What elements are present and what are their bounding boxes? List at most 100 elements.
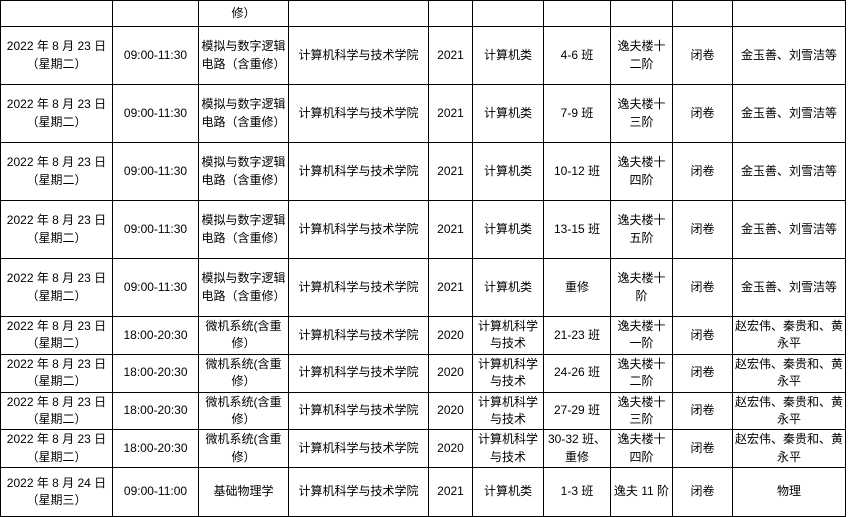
major-text: 计算机类	[483, 47, 532, 62]
cell-grade-year: 2021	[428, 258, 473, 317]
cell-teacher: 赵宏伟、秦贵和、黄永平	[732, 391, 846, 431]
exam-date-text: 2022 年 8 月 23 日（星期二）	[6, 39, 107, 71]
exam-time-text: 18:00-20:30	[123, 441, 188, 456]
major-text: 计算机类	[483, 279, 532, 294]
cell-exam-time: 18:00-20:30	[112, 353, 199, 393]
exam-mode-text: 闭卷	[690, 163, 715, 178]
major-text: 计算机类	[483, 484, 532, 499]
cell-exam-time: 09:00-11:00	[112, 467, 199, 517]
exam-date-text: 2022 年 8 月 23 日（星期二）	[6, 155, 107, 187]
grade-year-text: 2021	[437, 279, 464, 294]
exam-room-text: 逸夫楼十五阶	[617, 213, 666, 245]
exam-mode-text: 闭卷	[690, 365, 715, 380]
cell-course-name: 基础物理学	[198, 467, 289, 517]
table-row: 2022 年 8 月 24 日（星期三） 09:00-11:00 基础物理学 计算机科…	[0, 467, 846, 517]
major-text: 计算机科学与技术	[477, 356, 538, 389]
cell-major: 计算机类	[472, 84, 544, 143]
grade-year-text: 2020	[437, 403, 464, 418]
cell-grade-year: 2021	[428, 467, 473, 517]
cell-teacher: 金玉善、刘雪洁等	[732, 142, 846, 201]
cell-exam-date: 2022 年 8 月 24 日（星期三）	[0, 467, 113, 517]
grade-year-text: 2021	[437, 47, 464, 62]
cell-major: 计算机类	[472, 26, 544, 85]
department-text: 计算机科学与技术学院	[298, 105, 419, 120]
cell-exam-room: 逸夫楼十三阶	[610, 84, 673, 143]
cell-exam-date: 2022 年 8 月 23 日（星期二）	[0, 429, 113, 469]
exam-room-text: 逸夫楼十三阶	[617, 394, 666, 426]
exam-date-text: 2022 年 8 月 23 日（星期二）	[6, 356, 107, 389]
major-text: 计算机类	[483, 221, 532, 236]
department-text: 计算机科学与技术学院	[298, 441, 419, 456]
teacher-text: 赵宏伟、秦贵和、黄永平	[735, 356, 844, 389]
cell-department: 计算机科学与技术学院	[288, 353, 429, 393]
cell-major: 计算机类	[472, 142, 544, 201]
course-name-text: 模拟与数字逻辑电路（含重修）	[201, 155, 286, 187]
cell-course-name: 微机系统(含重修）	[198, 429, 289, 469]
cell-exam-room: 逸夫楼十三阶	[610, 391, 673, 431]
department-text: 计算机科学与技术学院	[298, 365, 419, 380]
cell-major: 计算机类	[472, 200, 544, 259]
table-row: 2022 年 8 月 23 日（星期二） 09:00-11:30 模拟与数字逻辑电路…	[0, 84, 846, 143]
cell-exam-mode: 闭卷	[672, 142, 733, 201]
cell-grade-year: 2021	[428, 84, 473, 143]
cell-exam-room: 逸夫楼十一阶	[610, 316, 673, 355]
table-row: 2022 年 8 月 23 日（星期二） 09:00-11:30 模拟与数字逻辑电路…	[0, 200, 846, 259]
cell-grade-year	[428, 0, 473, 27]
department-text: 计算机科学与技术学院	[298, 47, 419, 62]
grade-year-text: 2020	[437, 441, 464, 456]
cell-exam-date: 2022 年 8 月 23 日（星期二）	[0, 26, 113, 85]
table-row: 修）	[0, 0, 846, 27]
cell-exam-room: 逸夫楼十五阶	[610, 200, 673, 259]
exam-date-text: 2022 年 8 月 23 日（星期二）	[6, 271, 107, 303]
cell-exam-room: 逸夫楼十四阶	[610, 429, 673, 469]
cell-class-group: 1-3 班	[543, 467, 611, 517]
exam-mode-text: 闭卷	[690, 403, 715, 418]
cell-grade-year: 2020	[428, 316, 473, 355]
cell-grade-year: 2021	[428, 26, 473, 85]
cell-grade-year: 2020	[428, 353, 473, 393]
cell-course-name: 微机系统(含重修）	[198, 353, 289, 393]
cell-exam-date: 2022 年 8 月 23 日（星期二）	[0, 200, 113, 259]
cell-exam-room: 逸夫楼十阶	[610, 258, 673, 317]
course-name-text: 基础物理学	[213, 484, 274, 499]
department-text: 计算机科学与技术学院	[298, 163, 419, 178]
cell-exam-time	[112, 0, 199, 27]
exam-time-text: 18:00-20:30	[123, 365, 188, 380]
course-name-text: 修）	[231, 5, 256, 20]
cell-teacher: 赵宏伟、秦贵和、黄永平	[732, 429, 846, 469]
exam-mode-text: 闭卷	[690, 47, 715, 62]
cell-teacher: 赵宏伟、秦贵和、黄永平	[732, 353, 846, 393]
cell-department: 计算机科学与技术学院	[288, 429, 429, 469]
exam-time-text: 09:00-11:30	[123, 163, 188, 178]
cell-major	[472, 0, 544, 27]
exam-room-text: 逸夫楼十四阶	[617, 155, 666, 187]
cell-exam-time: 18:00-20:30	[112, 429, 199, 469]
cell-course-name: 模拟与数字逻辑电路（含重修）	[198, 200, 289, 259]
cell-teacher: 金玉善、刘雪洁等	[732, 84, 846, 143]
table-row: 2022 年 8 月 23 日（星期二） 09:00-11:30 模拟与数字逻辑电路…	[0, 26, 846, 85]
major-text: 计算机科学与技术	[477, 319, 538, 351]
class-group-text: 7-9 班	[560, 105, 594, 120]
grade-year-text: 2021	[437, 163, 464, 178]
cell-grade-year: 2020	[428, 391, 473, 431]
cell-exam-mode: 闭卷	[672, 26, 733, 85]
course-name-text: 微机系统(含重修）	[205, 319, 282, 351]
department-text: 计算机科学与技术学院	[298, 403, 419, 418]
grade-year-text: 2020	[437, 327, 464, 342]
cell-class-group: 21-23 班	[543, 316, 611, 355]
department-text: 计算机科学与技术学院	[298, 484, 419, 499]
exam-time-text: 18:00-20:30	[123, 403, 188, 418]
teacher-text: 金玉善、刘雪洁等	[740, 105, 837, 120]
cell-exam-room: 逸夫 11 阶	[610, 467, 673, 517]
exam-room-text: 逸夫楼十三阶	[617, 97, 666, 129]
table-row: 2022 年 8 月 23 日（星期二） 18:00-20:30 微机系统(含重修）…	[0, 429, 846, 469]
cell-class-group: 7-9 班	[543, 84, 611, 143]
grade-year-text: 2021	[437, 484, 464, 499]
cell-class-group: 24-26 班	[543, 353, 611, 393]
cell-exam-date	[0, 0, 113, 27]
cell-major: 计算机科学与技术	[472, 316, 544, 355]
cell-department: 计算机科学与技术学院	[288, 142, 429, 201]
department-text: 计算机科学与技术学院	[298, 279, 419, 294]
class-group-text: 21-23 班	[553, 327, 601, 342]
